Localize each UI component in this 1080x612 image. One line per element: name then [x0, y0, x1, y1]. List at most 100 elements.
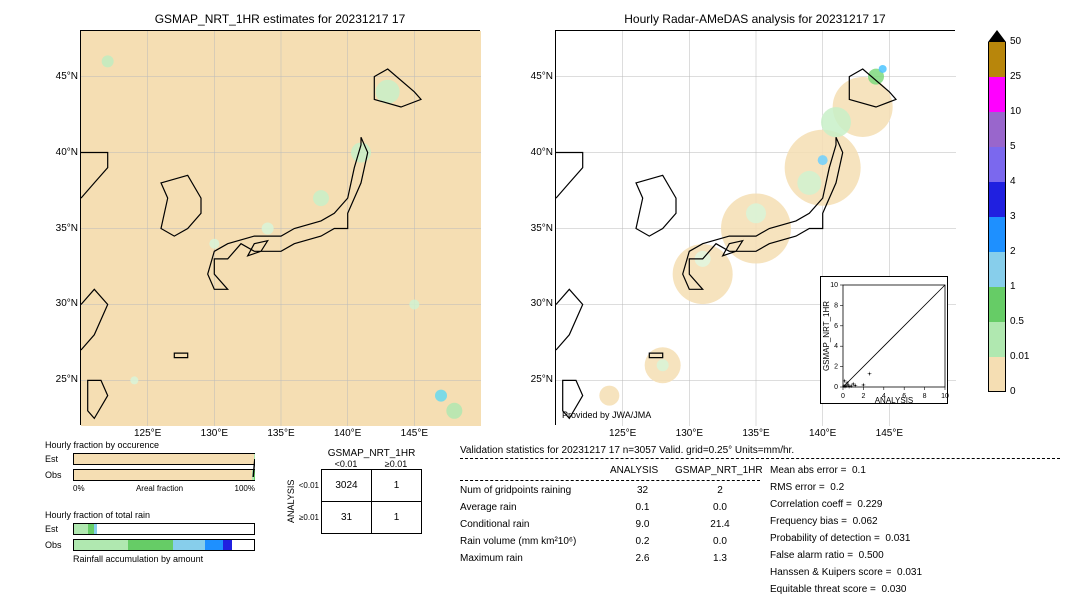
y-tick: 35°N — [521, 223, 553, 234]
bar-segment — [94, 524, 98, 534]
colorbar-segment — [988, 112, 1006, 147]
hourly-total-chart: Hourly fraction of total rainEstObsRainf… — [45, 510, 255, 566]
stats-metric-row: RMS error = 0.2 — [770, 480, 1030, 495]
stats-panel: Validation statistics for 20231217 17 n=… — [460, 445, 1060, 599]
svg-text:2: 2 — [834, 364, 838, 371]
colorbar-label: 1 — [1010, 281, 1016, 292]
stats-metric-label: False alarm ratio = — [770, 548, 853, 563]
svg-text:8: 8 — [834, 302, 838, 309]
stats-metric-row: Hanssen & Kuipers score = 0.031 — [770, 565, 1030, 580]
stats-metric-label: Equitable threat score = — [770, 582, 876, 597]
stats-metric-label: Probability of detection = — [770, 531, 880, 546]
stats-divider — [460, 458, 1060, 459]
x-tick: 130°E — [199, 428, 229, 439]
bar-segment — [74, 454, 254, 464]
stats-metric-value: 0.030 — [881, 582, 906, 597]
stats-table-row: Maximum rain 2.6 1.3 — [460, 551, 770, 566]
y-tick: 45°N — [46, 71, 78, 82]
bar-axis: 0%Areal fraction100% — [73, 484, 255, 493]
stats-metric-value: 0.031 — [897, 565, 922, 580]
right-map-title: Hourly Radar-AMeDAS analysis for 2023121… — [555, 12, 955, 26]
stats-value: 21.4 — [675, 517, 765, 532]
hourly-occurrence-chart: Hourly fraction by occurenceEstObs0%Area… — [45, 440, 255, 493]
scatter-inset: 00224466881010ANALYSISGSMAP_NRT_1HR — [820, 276, 948, 404]
ct-table: 30241 311 — [321, 469, 422, 534]
stats-metric-label: Correlation coeff = — [770, 497, 852, 512]
colorbar-label: 10 — [1010, 106, 1021, 117]
bar-track — [73, 539, 255, 551]
x-tick: 135°E — [741, 428, 771, 439]
colorbar-segment — [988, 322, 1006, 357]
colorbar-segment — [988, 357, 1006, 392]
bar-row: Est — [45, 452, 255, 466]
y-tick: 25°N — [521, 374, 553, 385]
ct-cell: 1 — [372, 502, 422, 534]
colorbar-segment — [988, 287, 1006, 322]
svg-text:10: 10 — [941, 393, 949, 400]
ct-row-label: ≥0.01 — [297, 513, 319, 522]
svg-text:10: 10 — [830, 282, 838, 289]
dashboard-container: GSMAP_NRT_1HR estimates for 20231217 17 … — [0, 0, 1080, 612]
provided-by-label: Provided by JWA/JMA — [562, 410, 651, 420]
stats-metric-value: 0.062 — [853, 514, 878, 529]
stats-row-label: Rain volume (mm km²10⁶) — [460, 534, 610, 549]
svg-text:GSMAP_NRT_1HR: GSMAP_NRT_1HR — [822, 301, 831, 371]
stats-divider — [460, 480, 760, 481]
x-tick: 125°E — [133, 428, 163, 439]
stats-metric-row: Correlation coeff = 0.229 — [770, 497, 1030, 512]
stats-value: 0.0 — [675, 500, 765, 515]
svg-text:2: 2 — [861, 393, 865, 400]
y-tick: 30°N — [521, 298, 553, 309]
stats-row-label: Conditional rain — [460, 517, 610, 532]
colorbar-label: 4 — [1010, 176, 1016, 187]
colorbar-label: 0.01 — [1010, 351, 1029, 362]
stats-metric-value: 0.1 — [852, 463, 866, 478]
colorbar: 502510543210.50.010 — [988, 30, 1006, 392]
bar-segment — [74, 470, 252, 480]
colorbar-label: 5 — [1010, 141, 1016, 152]
x-tick: 145°E — [874, 428, 904, 439]
svg-text:0: 0 — [841, 393, 845, 400]
stats-table-row: Average rain 0.1 0.0 — [460, 500, 770, 515]
colorbar-label: 3 — [1010, 211, 1016, 222]
ct-row-header: ANALYSIS — [285, 469, 297, 534]
stats-metric-value: 0.500 — [859, 548, 884, 563]
y-tick: 45°N — [521, 71, 553, 82]
bar-row-label: Obs — [45, 470, 73, 480]
stats-table-row: Rain volume (mm km²10⁶) 0.2 0.0 — [460, 534, 770, 549]
svg-text:6: 6 — [834, 323, 838, 330]
colorbar-label: 2 — [1010, 246, 1016, 257]
ct-cell: 1 — [372, 470, 422, 502]
stats-metric-row: False alarm ratio = 0.500 — [770, 548, 1030, 563]
stats-value: 0.0 — [675, 534, 765, 549]
stats-table-row: Conditional rain 9.0 21.4 — [460, 517, 770, 532]
stats-value: 0.1 — [610, 500, 675, 515]
stats-metric-value: 0.031 — [885, 531, 910, 546]
stats-row-label: Num of gridpoints raining — [460, 483, 610, 498]
bar-row-label: Obs — [45, 540, 73, 550]
bar-title: Hourly fraction of total rain — [45, 510, 255, 520]
right-map-panel: Provided by JWA/JMA 00224466881010ANALYS… — [555, 30, 955, 425]
colorbar-label: 0.5 — [1010, 316, 1024, 327]
ct-cell: 31 — [322, 502, 372, 534]
bar-segment — [173, 540, 205, 550]
svg-text:4: 4 — [834, 343, 838, 350]
left-map-title: GSMAP_NRT_1HR estimates for 20231217 17 — [80, 12, 480, 26]
stats-col-header: GSMAP_NRT_1HR — [675, 463, 765, 478]
stats-metric-label: Frequency bias = — [770, 514, 847, 529]
stats-header-row: ANALYSIS GSMAP_NRT_1HR — [460, 463, 770, 478]
stats-metric-row: Frequency bias = 0.062 — [770, 514, 1030, 529]
bar-track — [73, 453, 255, 465]
stats-metric-value: 0.2 — [830, 480, 844, 495]
bar-segment — [223, 540, 232, 550]
x-tick: 140°E — [333, 428, 363, 439]
ct-col-header: GSMAP_NRT_1HR — [321, 448, 422, 459]
stats-row-label: Maximum rain — [460, 551, 610, 566]
left-map-svg — [81, 31, 481, 426]
y-tick: 40°N — [46, 147, 78, 158]
stats-value: 2 — [675, 483, 765, 498]
stats-metric-row: Probability of detection = 0.031 — [770, 531, 1030, 546]
bar-track — [73, 469, 255, 481]
bar-row-label: Est — [45, 454, 73, 464]
stats-value: 32 — [610, 483, 675, 498]
